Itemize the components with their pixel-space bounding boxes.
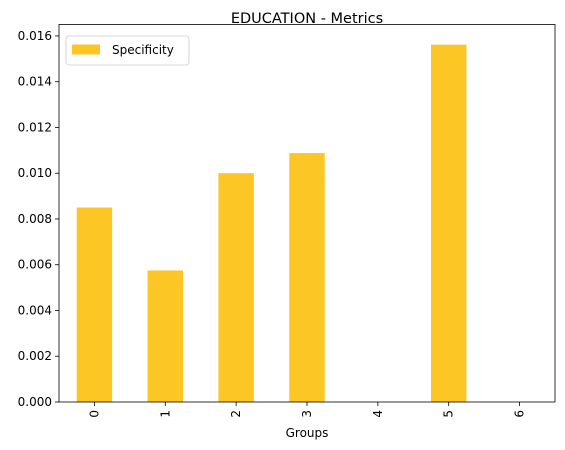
x-tick-label: 1 xyxy=(158,410,172,418)
bars xyxy=(76,44,467,403)
x-axis: 0 1 2 3 4 5 6 xyxy=(87,402,527,418)
y-axis: 0.000 0.002 0.004 0.006 0.008 0.010 0.012 0.014… xyxy=(18,29,59,409)
y-tick-label: 0.004 xyxy=(18,303,52,317)
legend-frame xyxy=(65,35,190,66)
y-tick-label: 0.002 xyxy=(18,349,52,363)
x-tick-label: 2 xyxy=(229,410,243,418)
x-tick-label: 3 xyxy=(300,410,314,418)
bar-3 xyxy=(289,153,325,402)
x-tick-label: 0 xyxy=(87,410,101,418)
y-tick-label: 0.016 xyxy=(18,29,52,43)
legend-label: Specificity xyxy=(112,43,174,57)
bar-5 xyxy=(431,44,467,403)
y-tick-label: 0.014 xyxy=(18,75,52,89)
y-tick-label: 0.006 xyxy=(18,258,52,272)
y-tick-label: 0.000 xyxy=(18,395,52,409)
legend: Specificity xyxy=(65,35,190,66)
chart-title: EDUCATION - Metrics xyxy=(231,11,383,27)
x-tick-label: 5 xyxy=(442,410,456,418)
x-tick-label: 6 xyxy=(513,410,527,418)
bar-1 xyxy=(147,270,183,402)
x-tick-label: 4 xyxy=(371,410,385,418)
legend-swatch xyxy=(72,44,100,55)
y-tick-label: 0.008 xyxy=(18,212,52,226)
plot-frame xyxy=(58,24,556,403)
x-axis-label: Groups xyxy=(286,426,329,440)
bar-2 xyxy=(218,173,254,402)
y-tick-label: 0.010 xyxy=(18,166,52,180)
bar-0 xyxy=(76,207,113,402)
y-tick-label: 0.012 xyxy=(18,120,52,134)
